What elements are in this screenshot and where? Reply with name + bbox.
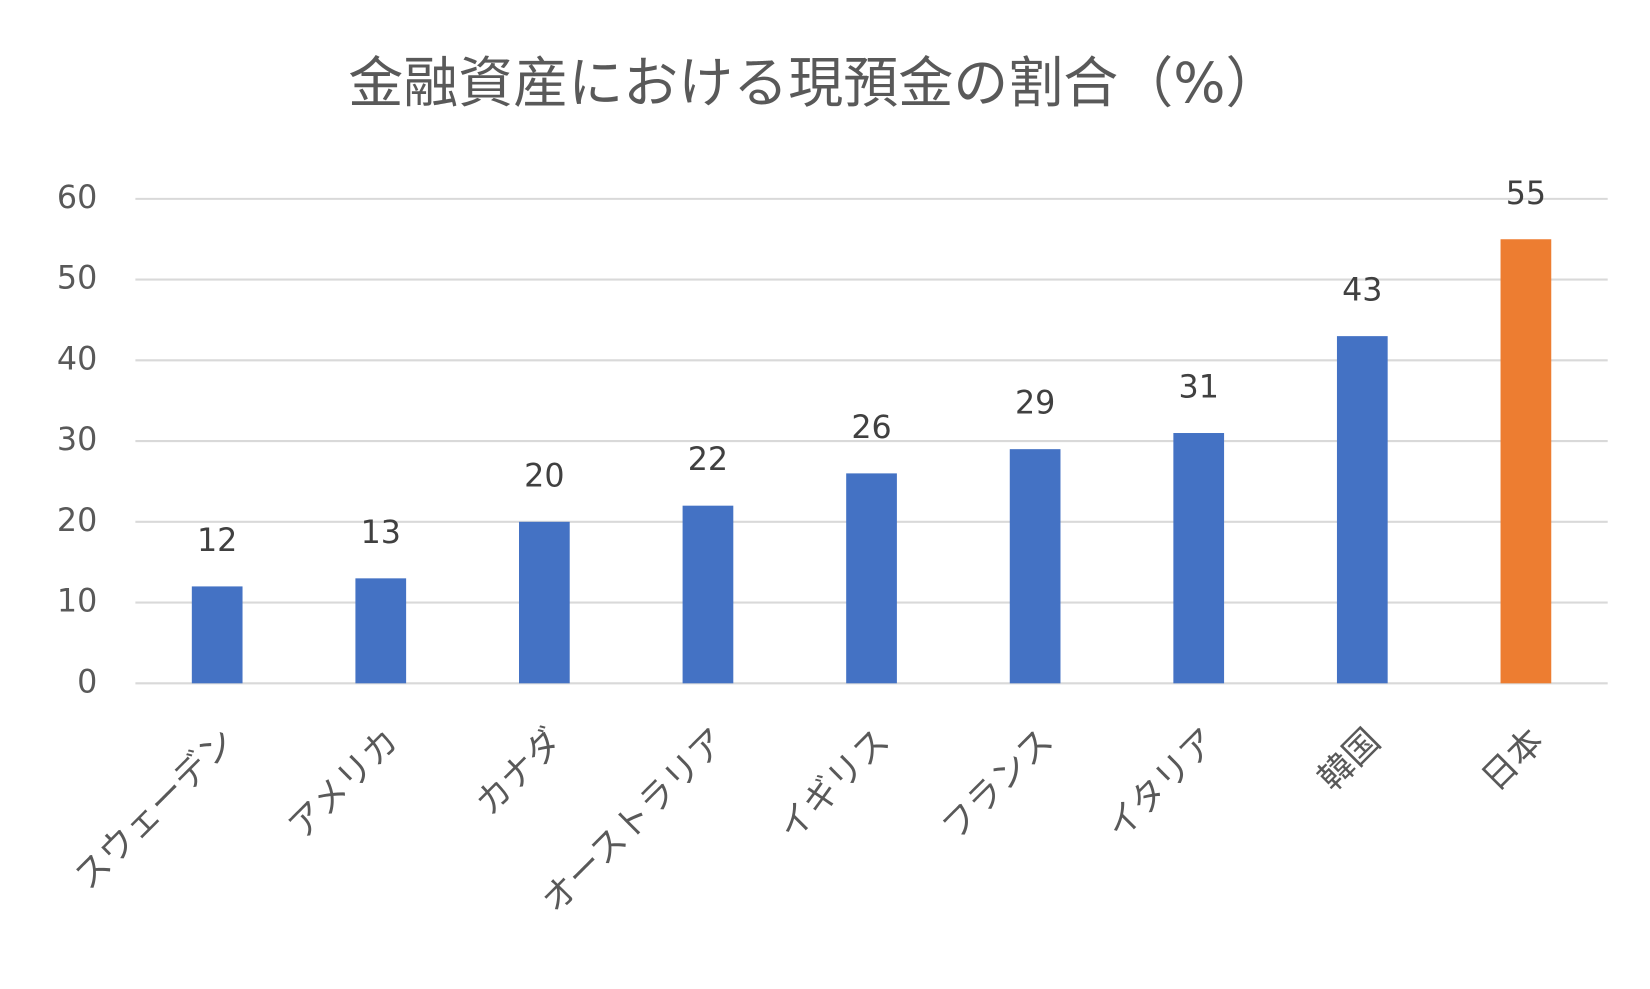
bar xyxy=(1336,336,1388,684)
data-label: 29 xyxy=(1015,386,1055,422)
data-label: 26 xyxy=(851,410,891,446)
y-tick-label: 50 xyxy=(57,261,97,297)
bar xyxy=(1009,449,1061,684)
y-tick-label: 40 xyxy=(57,341,97,377)
bar xyxy=(1500,239,1552,684)
bar xyxy=(519,521,570,684)
data-label: 20 xyxy=(524,458,564,494)
data-label: 13 xyxy=(361,515,401,551)
bar xyxy=(355,578,407,684)
bar xyxy=(682,505,734,684)
bar xyxy=(191,586,243,684)
data-label: 43 xyxy=(1342,273,1382,309)
data-label: 31 xyxy=(1179,370,1219,406)
bar xyxy=(846,473,897,684)
y-tick-label: 10 xyxy=(57,584,97,620)
y-tick-label: 0 xyxy=(77,664,97,700)
y-tick-label: 20 xyxy=(57,503,97,539)
data-label: 55 xyxy=(1506,176,1546,212)
data-label: 22 xyxy=(688,442,728,478)
data-label: 12 xyxy=(197,523,237,559)
y-tick-label: 30 xyxy=(57,422,97,458)
bar xyxy=(1173,433,1225,684)
y-tick-label: 60 xyxy=(57,180,97,216)
chart-title: 金融資産における現預金の割合（%） xyxy=(348,51,1280,115)
